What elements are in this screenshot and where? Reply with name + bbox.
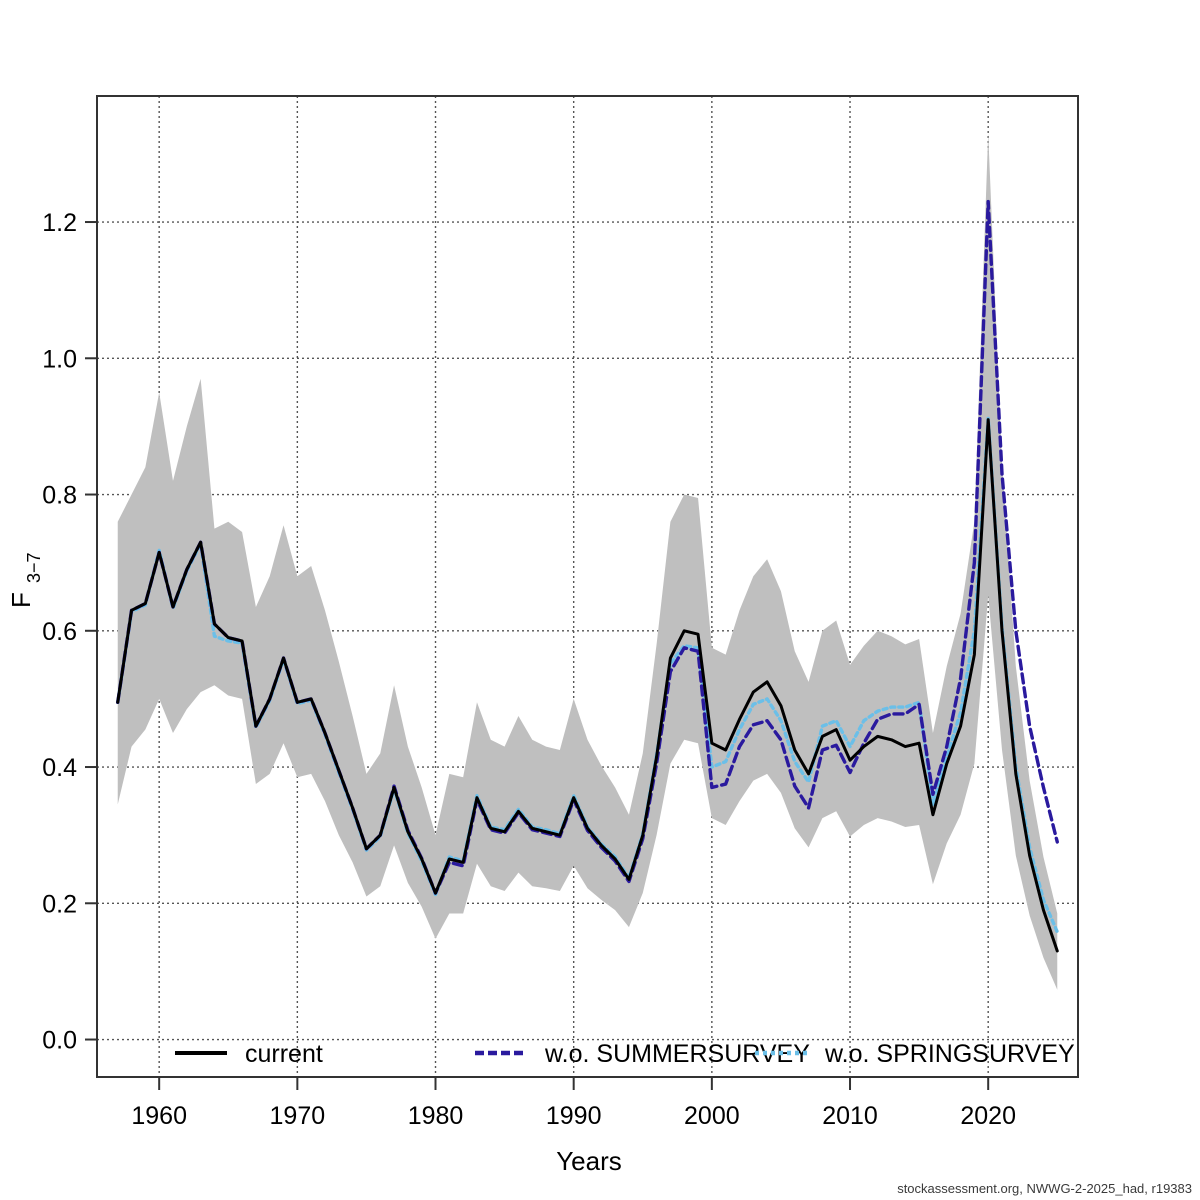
legend-label: w.o. SUMMERSURVEY (544, 1040, 810, 1068)
x-axis-tick-label: 2000 (684, 1102, 740, 1130)
legend-label: w.o. SPRINGSURVEY (824, 1040, 1075, 1068)
x-axis-tick-label: 1960 (131, 1102, 187, 1130)
confidence-band (117, 133, 1058, 990)
x-axis-title: Years (556, 1146, 622, 1176)
series-line-current (116, 418, 1059, 953)
y-axis-tick-label: 1.0 (42, 345, 77, 373)
x-axis-tick-label: 1990 (546, 1102, 602, 1130)
y-axis-title-sub: 3−7 (24, 552, 44, 583)
x-axis-tick-label: 2020 (960, 1102, 1016, 1130)
axis-ticks: 0.0 0.2 0.4 0.6 0.8 1.0 1.2 1960 1970 1980 1990 200… (42, 209, 1016, 1130)
y-axis-title: F 3−7 (6, 552, 44, 607)
y-axis-tick-label: 1.2 (42, 209, 77, 237)
chart-legend: current w.o. SUMMERSURVEY w.o. SPRINGSURVE… (175, 1040, 1075, 1068)
confidence-band-area (117, 133, 1058, 990)
y-axis-tick-label: 0.0 (42, 1027, 77, 1055)
y-axis-tick-label: 0.4 (42, 754, 77, 782)
y-axis-tick-label: 0.2 (42, 890, 77, 918)
y-axis-tick-label: 0.8 (42, 482, 77, 510)
footer-attribution: stockassessment.org, NWWG-2-2025_had, r1… (897, 1181, 1192, 1196)
plot-frame (96, 95, 1079, 1078)
y-axis-tick-label: 0.6 (42, 618, 77, 646)
legend-label: current (245, 1040, 323, 1068)
x-axis-tick-label: 1970 (270, 1102, 326, 1130)
legend-item-w-o-springsurvey: w.o. SPRINGSURVEY (755, 1040, 1075, 1068)
y-axis-title-main: F (6, 592, 36, 608)
legend-item-current: current (175, 1040, 323, 1068)
x-axis-tick-label: 1980 (408, 1102, 464, 1130)
series-lines (116, 199, 1059, 953)
x-axis-tick-label: 2010 (822, 1102, 878, 1130)
